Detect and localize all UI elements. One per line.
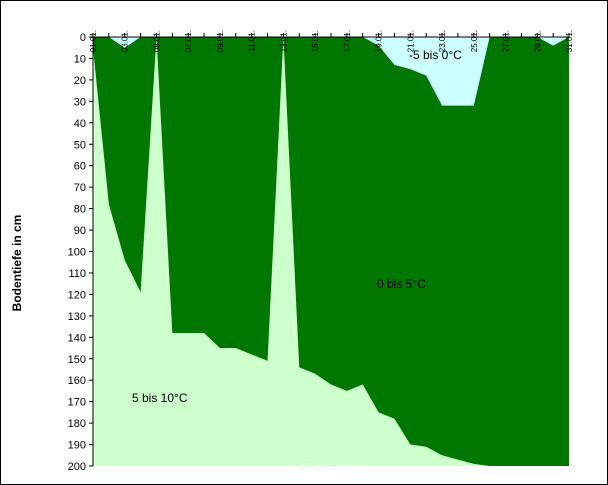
- y-tick-label: 170: [68, 397, 86, 409]
- x-tick-label: 15.01.: [311, 30, 320, 52]
- plot-areas: [93, 37, 569, 466]
- label-frost: -5 bis 0°C: [409, 48, 462, 62]
- x-tick-label: 25.01.: [470, 30, 479, 52]
- x-tick-label: 05.01.: [152, 30, 161, 52]
- y-tick-label: 150: [68, 354, 86, 366]
- y-tick-label: 0: [80, 32, 86, 44]
- y-tick-label: 100: [68, 247, 86, 259]
- x-ticks: 01.01. 03.01. 05.01. 07.01. 09.01. 11.01. 13.0…: [89, 30, 574, 52]
- y-tick-label: 60: [74, 161, 86, 173]
- x-tick-label: 13.01.: [279, 30, 288, 52]
- x-tick-label: 23.01.: [438, 30, 447, 52]
- x-tick-label: 07.01.: [184, 30, 193, 52]
- x-tick-label: 17.01.: [343, 30, 352, 52]
- y-tick-label: 180: [68, 418, 86, 430]
- y-tick-label: 160: [68, 375, 86, 387]
- y-tick-label: 90: [74, 225, 86, 237]
- x-tick-label: 01.01.: [89, 30, 98, 52]
- area-cool-0-to-5: [93, 37, 569, 466]
- y-tick-label: 80: [74, 204, 86, 216]
- x-tick-label: 19.01.: [375, 30, 384, 52]
- y-tick-label: 40: [74, 118, 86, 130]
- x-tick-label: 11.01.: [248, 30, 257, 52]
- x-tick-label: 09.01.: [216, 30, 225, 52]
- y-tick-label: 190: [68, 440, 86, 452]
- y-tick-label: 110: [68, 268, 86, 280]
- x-tick-label: 03.01.: [121, 30, 130, 52]
- y-tick-label: 120: [68, 289, 86, 301]
- y-tick-label: 140: [68, 332, 86, 344]
- y-tick-label: 200: [68, 461, 86, 473]
- x-tick-label: 31.01.: [565, 30, 574, 52]
- y-tick-label: 30: [74, 96, 86, 108]
- y-tick-label: 50: [74, 139, 86, 151]
- label-warm: 5 bis 10°C: [132, 391, 188, 405]
- label-cool: 0 bis 5°C: [377, 277, 426, 291]
- y-tick-label: 130: [68, 311, 86, 323]
- x-tick-label: 27.01.: [502, 30, 511, 52]
- watermark-text: Wetter 2007: [301, 462, 356, 473]
- y-tick-label: 10: [74, 53, 86, 65]
- x-tick-label: 21.01.: [406, 30, 415, 52]
- area-frost-minus5-to-0: [93, 37, 569, 106]
- y-tick-label: 20: [74, 75, 86, 87]
- y-tick-label: 70: [74, 182, 86, 194]
- x-tick-label: 29.01.: [533, 30, 542, 52]
- y-axis-title: Bodentiefe in cm: [10, 215, 24, 312]
- y-ticks: 0 10 20 30 40 50 60 70 80 90 100 110 120 130 140 150 160…: [68, 32, 93, 473]
